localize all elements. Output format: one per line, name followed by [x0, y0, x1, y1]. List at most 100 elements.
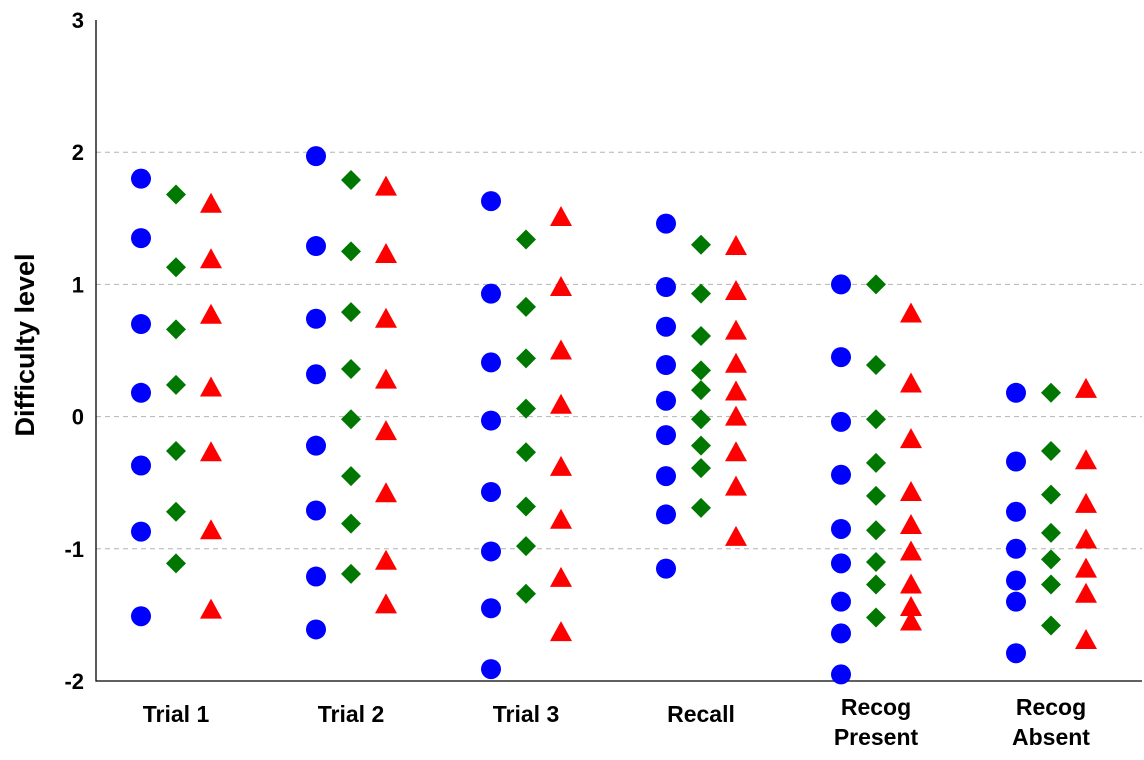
circle-point	[831, 623, 851, 644]
diamond-point	[516, 496, 536, 517]
diamond-point	[341, 466, 361, 487]
diamond-point	[516, 442, 536, 463]
y-tick-label: 3	[72, 8, 84, 33]
diamond-point	[866, 552, 886, 573]
triangle-point	[725, 280, 747, 301]
triangle-point	[900, 514, 922, 535]
diamond-point	[516, 398, 536, 419]
diamond-point	[341, 359, 361, 380]
circle-point	[656, 316, 676, 337]
y-tick-label: 1	[72, 272, 84, 297]
triangle-point	[200, 192, 222, 213]
triangle-point	[725, 235, 747, 256]
circle-point	[306, 435, 326, 456]
diamond-point	[691, 325, 711, 346]
plot-frame	[95, 20, 1142, 682]
x-tick-label: Recog Absent	[1012, 694, 1090, 750]
triangle-point	[900, 610, 922, 631]
triangle-point	[900, 428, 922, 449]
circle-point	[481, 481, 501, 502]
triangle-point	[375, 368, 397, 389]
triangle-point	[725, 525, 747, 546]
triangle-point	[550, 621, 572, 642]
diamond-point	[866, 409, 886, 430]
circle-point	[306, 364, 326, 385]
circle-point	[306, 146, 326, 167]
diamond-point	[1041, 382, 1061, 403]
circle-point	[306, 236, 326, 257]
circle-point	[656, 558, 676, 579]
diamond-point	[691, 458, 711, 479]
diamond-point	[1041, 574, 1061, 595]
circle-point	[306, 619, 326, 640]
triangle-point	[375, 175, 397, 196]
triangle-point	[1075, 582, 1097, 603]
grid-lines	[96, 151, 1142, 550]
triangle-point	[200, 598, 222, 619]
circle-point	[656, 466, 676, 487]
diamond-point	[341, 409, 361, 430]
triangle-point	[200, 248, 222, 269]
triangle-point	[375, 549, 397, 570]
diamond-point	[691, 360, 711, 381]
triangle-point	[200, 519, 222, 540]
diamond-point	[691, 283, 711, 304]
diamond-point	[166, 501, 186, 522]
triangle-point	[550, 566, 572, 587]
y-tick-label: 2	[72, 140, 84, 165]
x-tick-labels: Trial 1 Trial 2 Trial 3 Recall Recog Present R…	[143, 694, 1091, 750]
triangle-point	[550, 205, 572, 226]
triangle-point	[550, 339, 572, 360]
x-tick-label: Trial 1	[143, 701, 210, 727]
circle-point	[831, 347, 851, 368]
diamond-point	[341, 563, 361, 584]
y-tick-labels: -2 -1 0 1 2 3	[64, 8, 84, 694]
diamond-point	[691, 435, 711, 456]
diamond-point	[1041, 440, 1061, 461]
triangle-point	[200, 303, 222, 324]
diamond-point	[1041, 549, 1061, 570]
circle-point	[1006, 570, 1026, 591]
circle-point	[306, 500, 326, 521]
triangle-point	[200, 441, 222, 462]
triangle-point	[725, 475, 747, 496]
diamond-point	[1041, 615, 1061, 636]
y-tick-label: 0	[72, 405, 84, 430]
circle-point	[306, 308, 326, 329]
circle-point	[481, 659, 501, 680]
data-markers	[131, 146, 1097, 685]
circle-point	[131, 168, 151, 189]
circle-point	[831, 553, 851, 574]
diamond-point	[341, 513, 361, 534]
diamond-point	[166, 257, 186, 278]
circle-point	[831, 274, 851, 295]
diamond-point	[516, 583, 536, 604]
circle-point	[481, 283, 501, 304]
circle-point	[481, 352, 501, 373]
triangle-point	[375, 420, 397, 441]
diamond-point	[866, 452, 886, 473]
circle-point	[1006, 501, 1026, 522]
diamond-point	[516, 348, 536, 369]
triangle-point	[375, 482, 397, 503]
triangle-point	[1075, 449, 1097, 470]
diamond-point	[516, 536, 536, 557]
circle-point	[131, 228, 151, 249]
circle-point	[131, 521, 151, 542]
diamond-point	[166, 553, 186, 574]
diamond-point	[166, 184, 186, 205]
circle-point	[831, 591, 851, 612]
circle-point	[656, 355, 676, 376]
y-tick-label: -2	[64, 669, 84, 694]
circle-point	[131, 606, 151, 627]
circle-point	[481, 191, 501, 212]
circle-point	[131, 314, 151, 335]
diamond-point	[691, 409, 711, 430]
triangle-point	[1075, 492, 1097, 513]
circle-point	[1006, 643, 1026, 664]
diamond-point	[1041, 522, 1061, 543]
diamond-point	[341, 302, 361, 323]
triangle-point	[550, 508, 572, 529]
triangle-point	[550, 455, 572, 476]
triangle-point	[900, 595, 922, 616]
